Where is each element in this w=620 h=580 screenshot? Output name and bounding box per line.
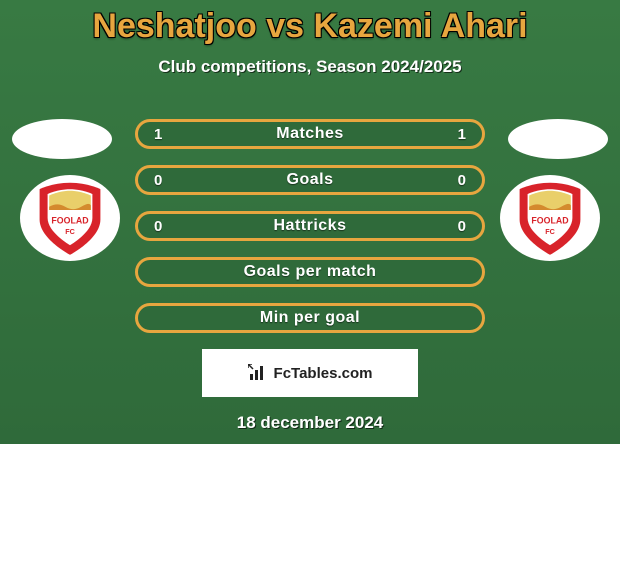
page-title: Neshatjoo vs Kazemi Ahari <box>0 0 620 45</box>
stat-label: Hattricks <box>138 217 482 235</box>
svg-text:FOOLAD: FOOLAD <box>531 216 568 226</box>
shield-icon: FOOLAD FC <box>510 178 590 258</box>
stat-row: 1Matches1 <box>135 119 485 149</box>
stat-row: Goals per match <box>135 257 485 287</box>
svg-text:FC: FC <box>545 227 555 236</box>
bar-chart-icon <box>248 364 270 382</box>
stats-area: FOOLAD FC FOOLAD FC 1Matches1 0Goals0 0Hat… <box>0 119 620 433</box>
svg-text:FC: FC <box>65 227 75 236</box>
stat-row: Min per goal <box>135 303 485 333</box>
comparison-infographic: Neshatjoo vs Kazemi Ahari Club competiti… <box>0 0 620 580</box>
club-badge-right: FOOLAD FC <box>500 175 600 261</box>
stat-label: Min per goal <box>138 309 482 327</box>
watermark: FcTables.com <box>202 349 418 397</box>
club-badge-left: FOOLAD FC <box>20 175 120 261</box>
stat-row: 0Hattricks0 <box>135 211 485 241</box>
shield-icon: FOOLAD FC <box>30 178 110 258</box>
stat-row: 0Goals0 <box>135 165 485 195</box>
footer-date: 18 december 2024 <box>0 413 620 433</box>
watermark-text: FcTables.com <box>274 365 373 382</box>
stat-label: Matches <box>138 125 482 143</box>
svg-text:FOOLAD: FOOLAD <box>51 216 88 226</box>
stat-label: Goals <box>138 171 482 189</box>
page-subtitle: Club competitions, Season 2024/2025 <box>0 57 620 77</box>
stat-label: Goals per match <box>138 263 482 281</box>
